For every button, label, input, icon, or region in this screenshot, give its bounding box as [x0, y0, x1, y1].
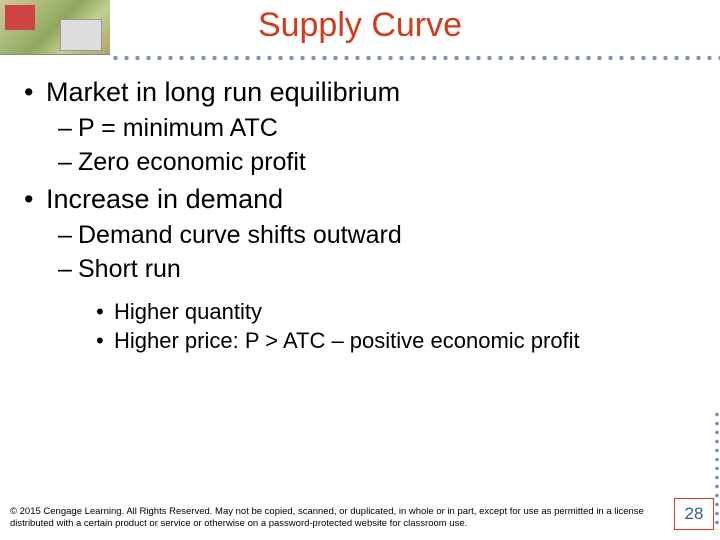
brand-logo: [0, 0, 110, 55]
bullet-level1: Increase in demand: [22, 183, 698, 217]
bullet-level3: Higher quantity: [22, 297, 698, 327]
bullet-level2: Demand curve shifts outward: [22, 219, 698, 253]
title-divider: [110, 54, 720, 62]
bullet-level2: Short run: [22, 253, 698, 287]
bullet-level1: Market in long run equilibrium: [22, 76, 698, 110]
bullet-level3: Higher price: P > ATC – positive economi…: [22, 326, 698, 356]
slide-content: Market in long run equilibrium P = minim…: [22, 72, 698, 356]
page-number: 28: [674, 498, 714, 530]
copyright-text: © 2015 Cengage Learning. All Rights Rese…: [10, 506, 660, 530]
bullet-level2: Zero economic profit: [22, 146, 698, 180]
bullet-level2: P = minimum ATC: [22, 112, 698, 146]
side-dots: [714, 410, 720, 530]
